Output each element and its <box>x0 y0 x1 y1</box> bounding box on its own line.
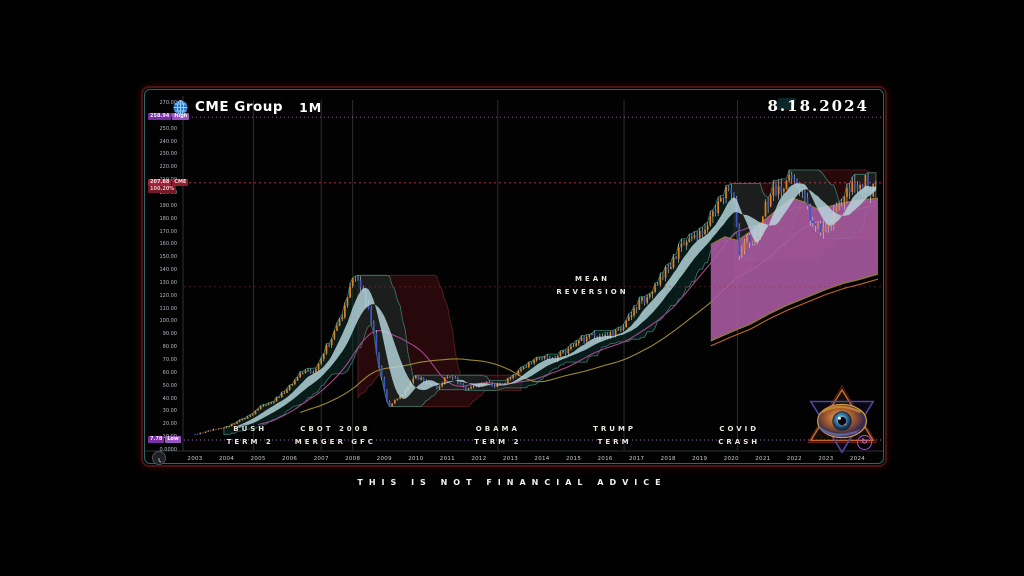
year-tick-label: 2021 <box>755 456 771 462</box>
annotation-trump: TRUMP TERM <box>593 423 636 449</box>
price-tick-label: 220.00 <box>159 164 178 171</box>
current-price-badge: 207.88 CME <box>148 178 189 186</box>
price-scale[interactable]: 270.00260.00250.00240.00230.00220.00210.… <box>143 88 183 453</box>
price-tick-label: 170.00 <box>159 228 178 235</box>
current-price-value: 207.88 <box>148 178 172 186</box>
annotation-mean-reversion: MEAN REVERSION <box>556 273 628 299</box>
annotation-cbot: CBOT 2008 MERGER GFC <box>295 423 376 449</box>
year-tick-label: 2014 <box>534 456 550 462</box>
time-scale[interactable]: 2003 2004 2005 2006 2007 2008 2009 2010 2011 2012… <box>143 451 885 465</box>
year-tick-label: 2004 <box>218 456 235 462</box>
timeframe-label: 1M <box>299 99 323 115</box>
price-tick-label: 150.00 <box>159 254 178 261</box>
price-tick-label: 140.00 <box>159 267 178 274</box>
disclaimer-text: THIS IS NOT FINANCIAL ADVICE <box>357 478 667 487</box>
price-tick-label: 90.00 <box>162 331 177 338</box>
price-tick-label: 110.00 <box>159 305 178 312</box>
eye-swirl-purple <box>820 428 860 437</box>
chart-frame-inner-border <box>144 89 884 464</box>
price-tick-label: 60.00 <box>162 369 177 376</box>
year-tick-label: 2017 <box>629 456 645 462</box>
eye-logo <box>807 385 877 454</box>
current-price-symbol: CME <box>172 178 189 186</box>
year-tick-label: 2012 <box>471 456 487 462</box>
year-tick-label: 2010 <box>408 456 424 462</box>
date-label: 8.18.2024 <box>767 97 869 115</box>
year-tick-label: 2008 <box>345 456 361 462</box>
price-tick-label: 50.00 <box>162 382 177 389</box>
price-tick-label: 160.00 <box>159 241 178 248</box>
price-tick-label: 240.00 <box>159 138 178 145</box>
price-tick-label: 250.00 <box>159 125 178 132</box>
price-tick-label: 0.0000 <box>159 447 178 453</box>
annotation-line: TERM 2 <box>226 438 274 446</box>
price-tick-label: 20.00 <box>162 421 177 428</box>
slow-orange-line <box>710 278 879 347</box>
eye-glint <box>844 423 847 426</box>
year-tick-label: 2003 <box>187 456 203 462</box>
high-price-tag: High <box>172 113 190 121</box>
current-percent-value: 100.20% <box>148 185 177 193</box>
annotation-line: REVERSION <box>556 287 629 296</box>
annotation-line: MEAN <box>574 274 610 283</box>
price-tick-label: 130.00 <box>159 279 178 286</box>
annotation-line: TERM <box>597 438 632 446</box>
annotation-line: CRASH <box>718 438 761 446</box>
projection-band-bottom-edge <box>710 273 879 342</box>
year-tick-label: 2006 <box>282 456 298 462</box>
eye-highlight <box>838 416 841 420</box>
year-tick-label: 2016 <box>597 456 613 462</box>
current-percent-badge: 100.20% <box>148 185 177 193</box>
annotation-line: MERGER GFC <box>294 438 376 446</box>
price-tick-label: 230.00 <box>159 151 178 158</box>
price-tick-label: 100.00 <box>159 318 178 325</box>
year-tick-label: 2019 <box>692 456 708 462</box>
spiral-icon[interactable]: ↻ <box>857 435 872 450</box>
year-tick-label: 2011 <box>439 456 455 462</box>
year-tick-label: 2018 <box>660 456 676 462</box>
price-tick-label: 180.00 <box>159 215 178 222</box>
price-tick-label: 270.00 <box>159 100 178 106</box>
globe-icon <box>173 99 188 115</box>
year-tick-label: 2024 <box>849 456 866 462</box>
year-tick-label: 2007 <box>313 456 329 462</box>
low-price-badge: 7.78 Low <box>148 436 181 443</box>
annotation-line: CBOT 2008 <box>300 425 371 433</box>
price-tick-label: 190.00 <box>159 202 178 209</box>
low-price-value: 7.78 <box>148 436 165 443</box>
year-tick-label: 2015 <box>565 456 582 462</box>
chart-frame: CME Group 1M 8.18.2024 270.00260.00250.0… <box>141 86 887 467</box>
year-tick-label: 2009 <box>376 456 392 462</box>
annotation-line: OBAMA <box>475 425 520 433</box>
price-tick-label: 80.00 <box>162 344 177 351</box>
price-tick-label: 200.00 <box>159 189 178 196</box>
price-tick-label: 70.00 <box>162 357 177 364</box>
clock-hands-icon <box>158 458 162 463</box>
year-tick-label: 2022 <box>786 456 802 462</box>
annotation-covid: COVID CRASH <box>718 423 760 449</box>
annotation-line: COVID <box>719 425 760 433</box>
price-tick-label: 40.00 <box>162 395 177 402</box>
price-tick-label: 120.00 <box>159 292 178 299</box>
brand-name: CME Group <box>195 99 284 115</box>
annotation-bush: BUSH TERM 2 <box>227 423 274 449</box>
high-price-badge: 258.94 High <box>148 113 190 121</box>
annotation-line: BUSH <box>233 425 268 433</box>
price-tick-label: 30.00 <box>162 408 177 415</box>
chart-title: CME Group 1M <box>173 99 322 115</box>
low-price-tag: Low <box>165 436 181 443</box>
high-price-value: 258.94 <box>148 113 172 121</box>
timezone-clock-icon[interactable] <box>152 451 166 465</box>
candlestick-chart[interactable] <box>143 88 885 465</box>
year-tick-label: 2023 <box>818 456 834 462</box>
year-tick-label: 2020 <box>723 456 739 462</box>
year-tick-label: 2013 <box>502 456 519 462</box>
annotation-line: TERM 2 <box>474 438 522 446</box>
annotation-obama: OBAMA TERM 2 <box>474 423 521 449</box>
eye-swirl-orange <box>821 405 862 414</box>
ma-ribbon <box>237 182 876 429</box>
year-tick-label: 2005 <box>250 456 266 462</box>
annotation-line: TRUMP <box>593 425 637 433</box>
